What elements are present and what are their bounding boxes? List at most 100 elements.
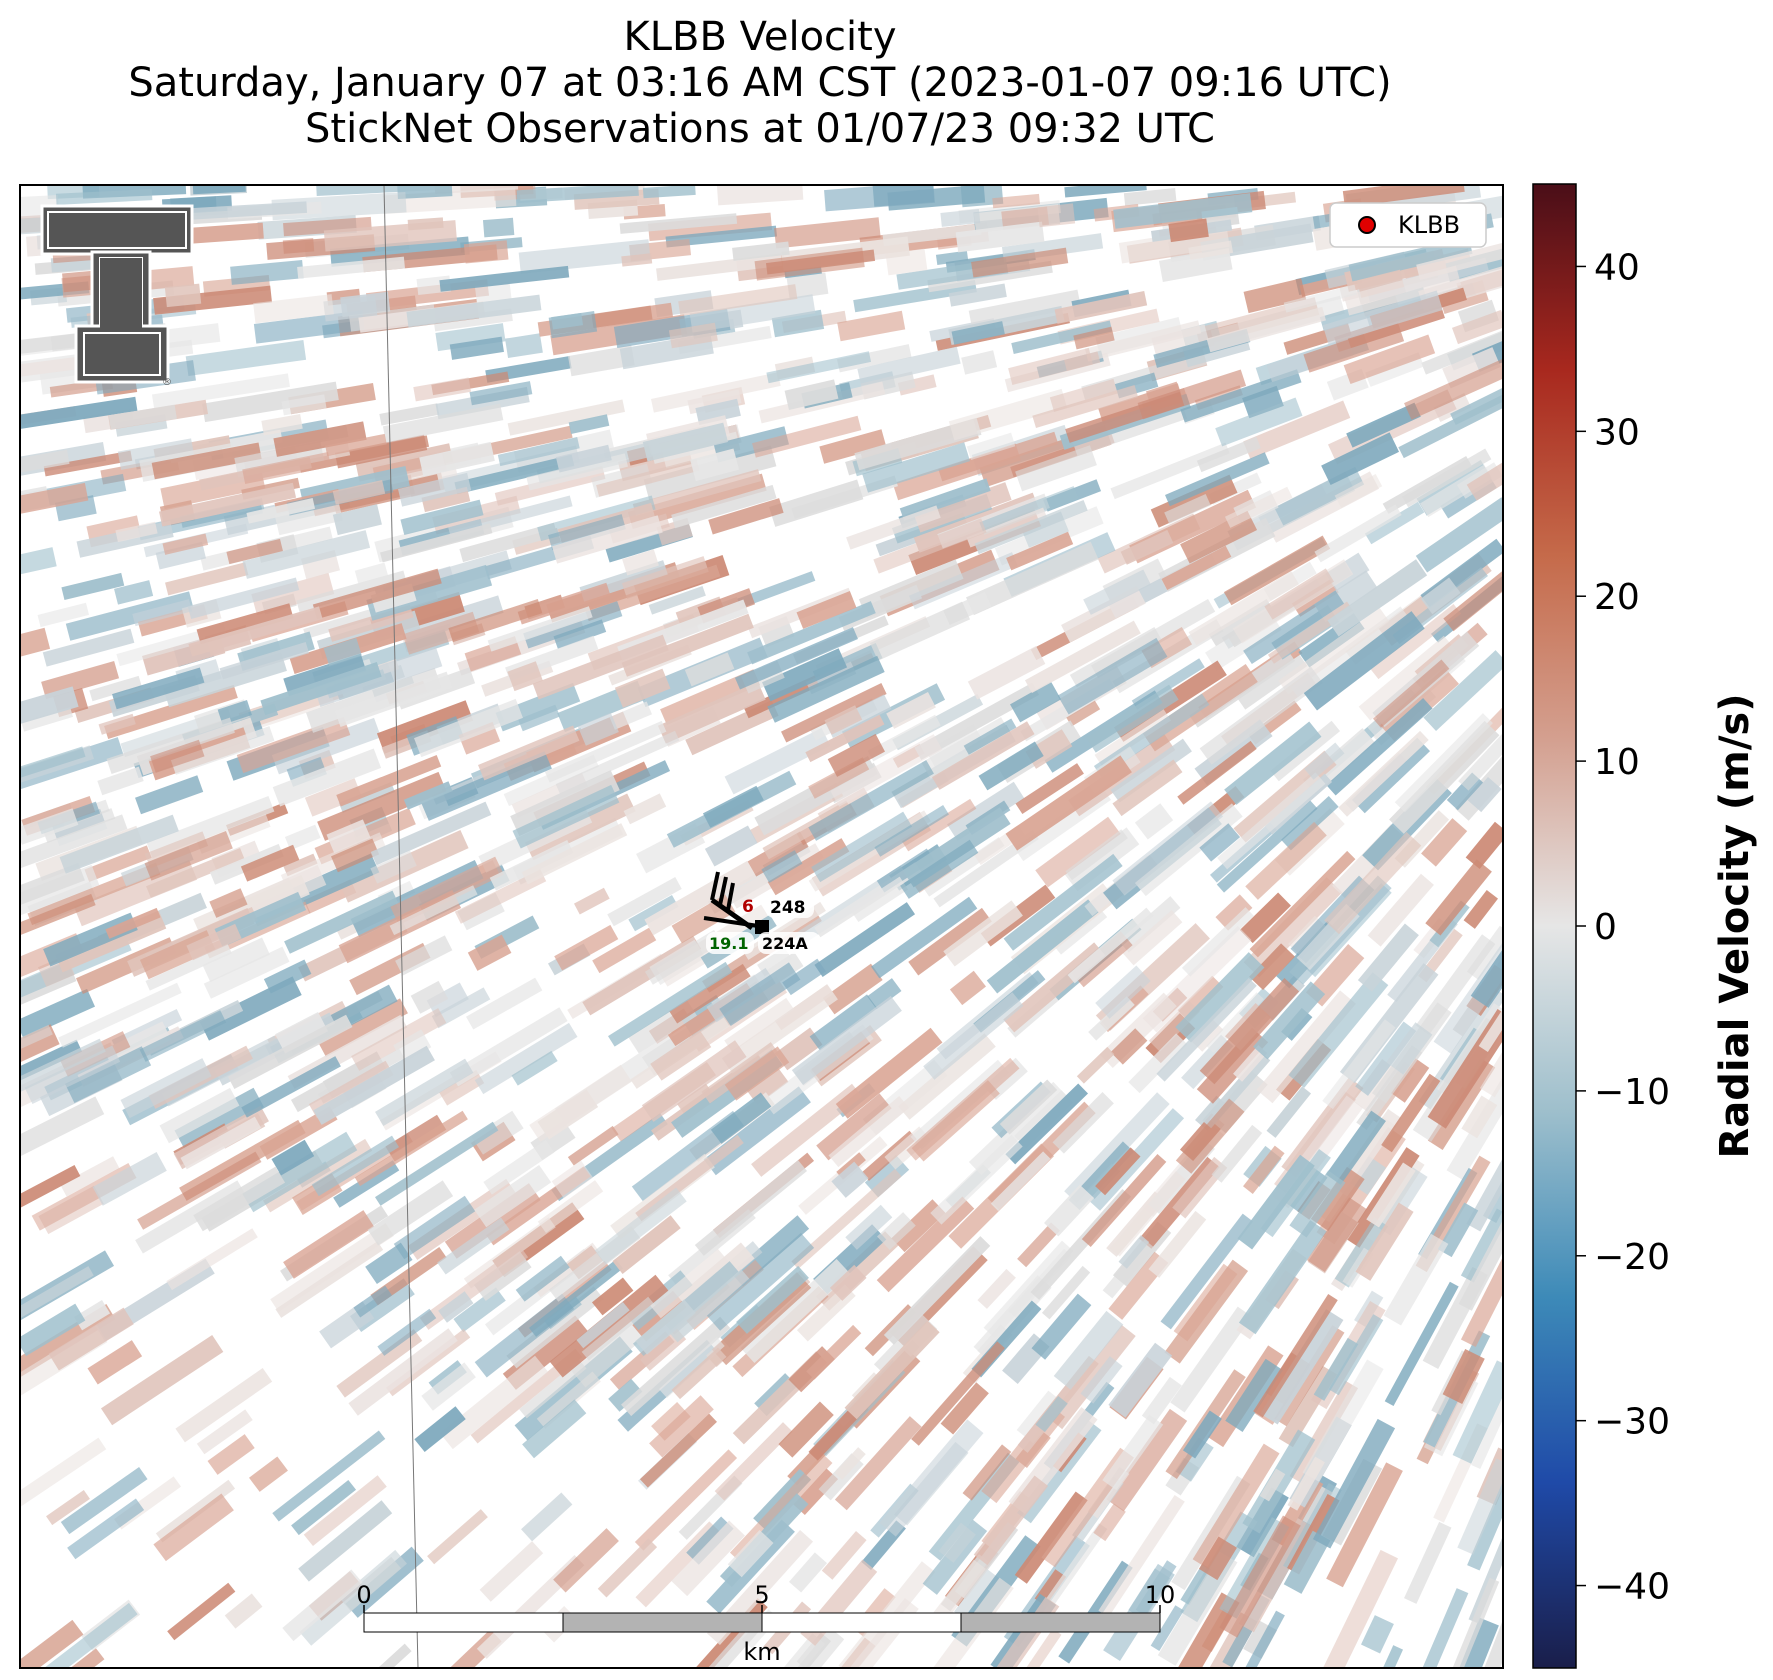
radar-gate [897,374,937,396]
station-224A[interactable]: 19.1 224A [703,916,820,954]
radar-gate [325,433,387,457]
radar-gate [1274,466,1365,526]
radar-gate [1093,1503,1126,1542]
radar-gate [489,840,574,891]
wind-barb-shaft [703,916,766,929]
radar-gate [721,984,838,1074]
radar-gate [132,599,193,627]
radar-gate [671,484,777,529]
radar-gate [139,1010,227,1062]
radar-gate [334,671,453,727]
station-248-id: 248 [770,898,806,918]
radar-gate [389,885,478,936]
scale-tick-10: 10 [1145,1581,1176,1609]
radar-gate [188,606,323,657]
radar-gate [791,1168,902,1269]
radar-gate [961,350,998,375]
county-boundary-line [383,184,419,1669]
radar-gate [192,185,246,195]
radar-gate [1322,1549,1399,1668]
radar-gate [529,1064,632,1142]
radar-gate [639,1413,717,1488]
radar-gate [1159,248,1233,283]
radar-gate [1134,803,1174,840]
radar-gate [20,862,85,906]
radar-gate [668,322,718,349]
radar-gate [273,421,367,457]
radar-gate [879,1419,984,1537]
radar-gate [1108,1342,1173,1418]
radar-gate [955,221,1045,253]
radar-gate [933,830,1039,908]
radar-gate [788,1552,828,1593]
radar-gate [469,381,533,406]
radar-gate [701,1042,780,1104]
radar-gate [642,185,696,199]
radar-gate [1361,1615,1394,1654]
radar-gate [831,1161,869,1198]
radar-gate [354,1110,468,1187]
radar-gate [647,212,773,242]
radar-gate [973,1475,1049,1566]
radar-gate [106,717,235,775]
radar-gate [548,514,626,551]
radar-gate [516,185,639,204]
radar-gate [724,728,831,795]
radar-gate [576,1301,630,1349]
radar-gate [1307,1197,1367,1273]
radar-gate [406,294,542,328]
radar-gate [241,1056,341,1118]
colorbar-tick-label: −30 [1594,1402,1670,1443]
radar-gate [1128,1033,1188,1094]
colorbar-label: Radial Velocity (m/s) [1712,693,1758,1158]
radar-gate [20,1303,86,1357]
radar-gate [482,217,515,238]
radar-gate [137,1151,262,1230]
radar-gate [367,1180,454,1246]
radar-gate [274,500,343,536]
radar-gate [1103,1563,1175,1661]
radar-gate [20,1038,106,1105]
radar-gate [1102,1239,1155,1299]
colorbar-tick-label: 10 [1594,742,1640,783]
radar-gate [20,893,96,936]
radar-gate [1355,1021,1417,1096]
radar-gate [1017,1222,1060,1268]
radar-gate [990,1151,1051,1212]
radar-gate [621,613,754,677]
radar-gate [854,417,982,471]
radar-gate [1443,1617,1499,1668]
radar-gate [592,927,657,974]
radar-gate [271,1139,315,1176]
radar-gate [58,982,182,1048]
radar-gate [454,869,547,924]
radar-gate [1164,493,1211,524]
radar-gate [1180,369,1302,423]
radar-gate [1236,653,1308,710]
radar-gate [719,962,801,1027]
radar-gate [1326,698,1433,796]
radar-gate [1338,730,1429,817]
radar-gate [614,668,671,708]
radar-gate [902,798,977,852]
radar-gate [351,1008,447,1071]
radar-gate [312,568,442,620]
radar-gate [323,637,362,666]
radar-gate [242,1131,358,1213]
radar-gate [282,1569,363,1642]
radar-gate [439,1355,549,1450]
radar-gate [275,1011,329,1054]
radar-gate [622,549,659,576]
radar-gate [105,907,161,939]
radar-gate [523,601,623,649]
radar-gate [369,1643,412,1668]
radar-gate [1245,821,1327,900]
radar-gate [67,1648,105,1668]
radar-gate [1460,1255,1503,1348]
radar-gate [24,1045,121,1104]
radar-gate [167,1582,236,1641]
radar-gate [246,498,316,524]
radar-gate [1084,320,1202,362]
title-line-3: StickNet Observations at 01/07/23 09:32 … [305,106,1215,152]
